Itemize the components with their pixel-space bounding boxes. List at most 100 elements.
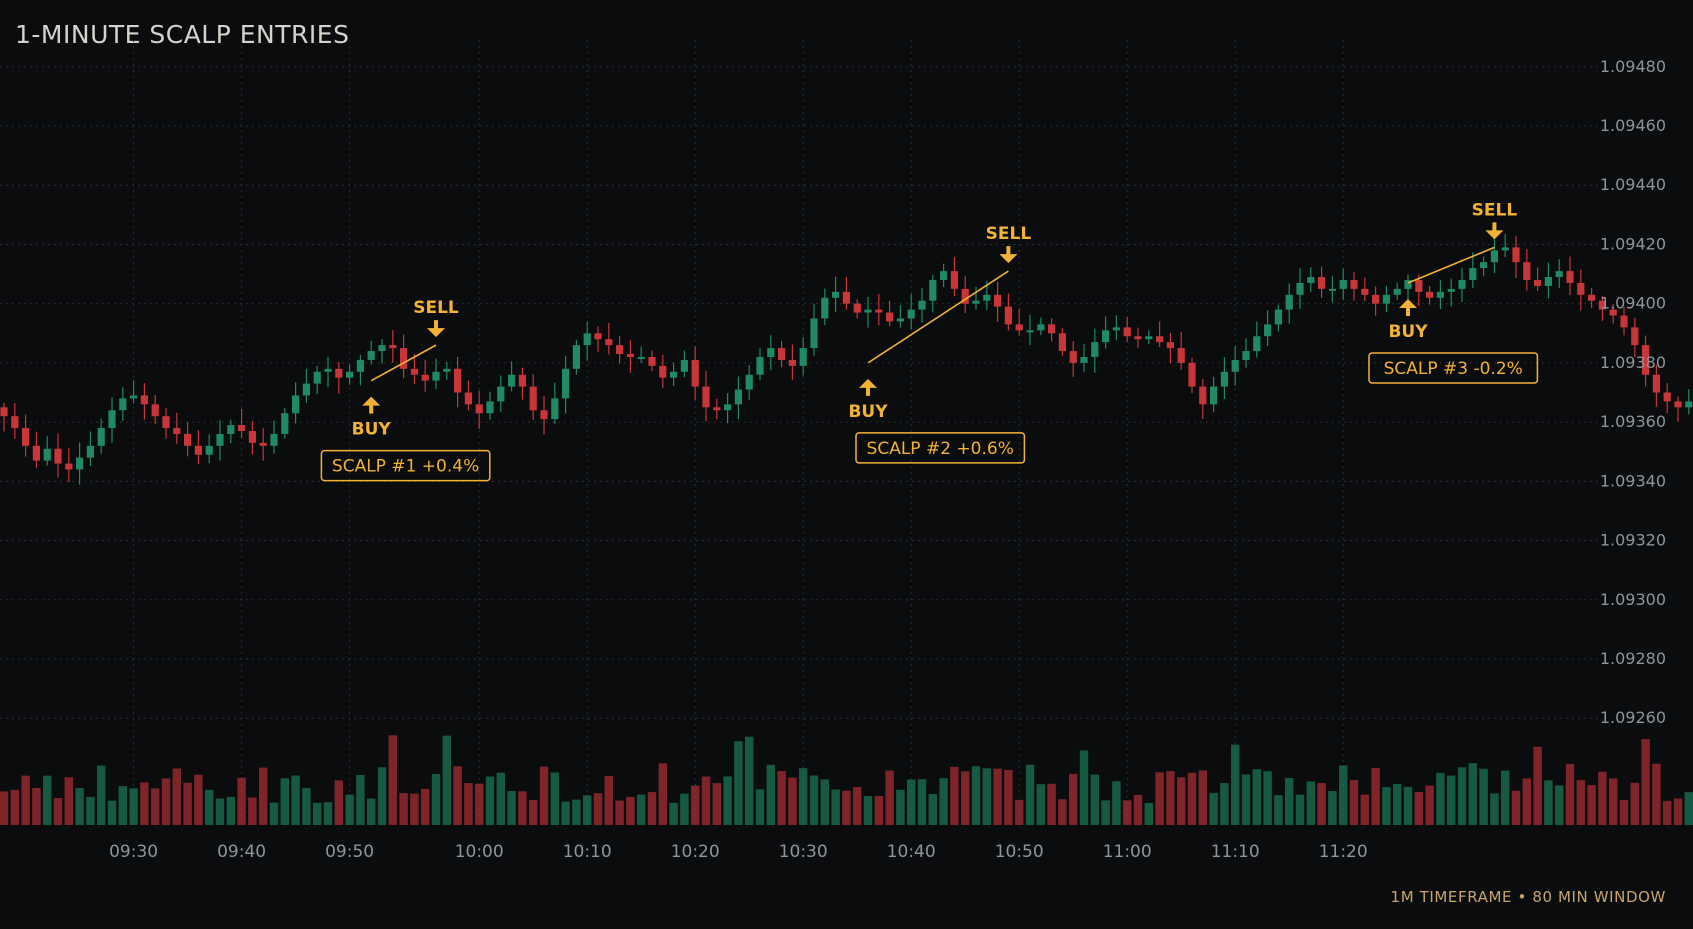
volume-bar bbox=[0, 791, 9, 825]
candle-body bbox=[1015, 324, 1023, 331]
volume-bar bbox=[1684, 792, 1693, 825]
candle-body bbox=[594, 333, 602, 340]
candle-body bbox=[853, 303, 861, 313]
candle-body bbox=[1685, 401, 1693, 408]
y-tick-label: 1.09380 bbox=[1600, 353, 1666, 372]
volume-bar bbox=[1403, 786, 1413, 825]
y-tick-label: 1.09320 bbox=[1600, 531, 1666, 550]
volume-bar bbox=[1079, 750, 1089, 825]
x-tick-label: 11:10 bbox=[1211, 842, 1260, 862]
candle-body bbox=[734, 389, 742, 405]
candle-body bbox=[1134, 336, 1142, 340]
volume-bar bbox=[928, 794, 937, 825]
x-tick-label: 09:30 bbox=[109, 842, 158, 862]
candle-body bbox=[324, 368, 332, 372]
candle-body bbox=[410, 368, 418, 375]
candle-body bbox=[1285, 294, 1293, 310]
candle-body bbox=[680, 359, 688, 372]
candle-body bbox=[1620, 315, 1628, 328]
candle-body bbox=[756, 356, 764, 375]
volume-bar bbox=[885, 770, 894, 825]
volume-bar bbox=[291, 775, 300, 825]
candle-body bbox=[1609, 309, 1617, 316]
candle-body bbox=[637, 356, 645, 359]
buy-label: BUY bbox=[1388, 322, 1428, 342]
volume-bar bbox=[1490, 793, 1499, 825]
candle-body bbox=[605, 339, 613, 346]
candle-body bbox=[583, 333, 591, 346]
candle-body bbox=[1102, 330, 1110, 343]
candle-body bbox=[810, 318, 818, 349]
candle-body bbox=[616, 345, 624, 355]
volume-bar bbox=[1285, 777, 1294, 825]
candle-body bbox=[184, 433, 192, 446]
volume-bar bbox=[1576, 780, 1585, 825]
volume-bar bbox=[1295, 794, 1305, 825]
volume-bar bbox=[1263, 771, 1272, 825]
volume-bar bbox=[1015, 799, 1024, 825]
volume-bar bbox=[410, 793, 419, 825]
x-tick-label: 10:40 bbox=[887, 842, 936, 862]
volume-bar bbox=[518, 791, 527, 825]
volume-bar bbox=[539, 766, 549, 825]
volume-bar bbox=[1317, 783, 1326, 825]
candle-body bbox=[22, 428, 30, 446]
candle-body bbox=[1274, 309, 1282, 325]
volume-bar bbox=[1274, 795, 1283, 825]
volume-bar bbox=[1533, 746, 1542, 825]
volume-bar bbox=[993, 768, 1002, 825]
candle-body bbox=[1037, 324, 1045, 331]
volume-bar bbox=[1328, 791, 1337, 825]
volume-bar bbox=[1090, 774, 1099, 825]
candle-body bbox=[1296, 282, 1304, 295]
candle-body bbox=[702, 386, 710, 408]
candle-body bbox=[648, 356, 656, 366]
candle-body bbox=[626, 354, 634, 357]
volume-bar bbox=[723, 776, 732, 825]
volume-bar bbox=[1479, 768, 1488, 825]
candle-body bbox=[108, 410, 116, 429]
y-tick-label: 1.09300 bbox=[1600, 590, 1666, 609]
candle-body bbox=[875, 309, 883, 313]
volume-bar bbox=[1382, 787, 1391, 825]
candle-body bbox=[1458, 279, 1466, 289]
volume-bar bbox=[1619, 800, 1629, 825]
timeframe-label: 1M TIMEFRAME • 80 MIN WINDOW bbox=[1390, 888, 1666, 906]
volume-bar bbox=[453, 766, 462, 825]
candle-body bbox=[151, 404, 159, 417]
volume-bar bbox=[831, 789, 840, 825]
candle-body bbox=[194, 445, 202, 455]
candle-body bbox=[162, 416, 170, 429]
volume-bar bbox=[637, 794, 646, 825]
buy-label: BUY bbox=[848, 402, 888, 422]
volume-bar bbox=[1349, 780, 1359, 825]
volume-bar bbox=[1393, 783, 1402, 825]
candle-body bbox=[1436, 291, 1444, 298]
candle-body bbox=[1145, 336, 1153, 340]
candle-body bbox=[572, 345, 580, 369]
candle-body bbox=[983, 294, 991, 301]
candle-body bbox=[1480, 262, 1488, 269]
volume-bar bbox=[118, 786, 127, 825]
volume-bar bbox=[475, 783, 484, 825]
volume-bar bbox=[507, 791, 516, 825]
buy-label: BUY bbox=[352, 420, 392, 440]
candle-body bbox=[1447, 288, 1455, 292]
candle-body bbox=[1080, 356, 1088, 363]
candle-body bbox=[1588, 294, 1596, 301]
candle-body bbox=[1382, 294, 1390, 304]
volume-bar bbox=[647, 792, 657, 825]
candle-body bbox=[1026, 330, 1034, 333]
candle-body bbox=[799, 348, 807, 366]
volume-bar bbox=[809, 775, 819, 825]
sell-label: SELL bbox=[413, 298, 459, 318]
volume-bar bbox=[604, 776, 613, 825]
candle-body bbox=[994, 294, 1002, 307]
volume-bar bbox=[1414, 792, 1423, 825]
candle-body bbox=[1577, 282, 1585, 295]
volume-bar bbox=[1231, 744, 1240, 825]
candle-body bbox=[1231, 359, 1239, 372]
candle-body bbox=[1523, 262, 1531, 280]
volume-bar bbox=[399, 793, 408, 825]
